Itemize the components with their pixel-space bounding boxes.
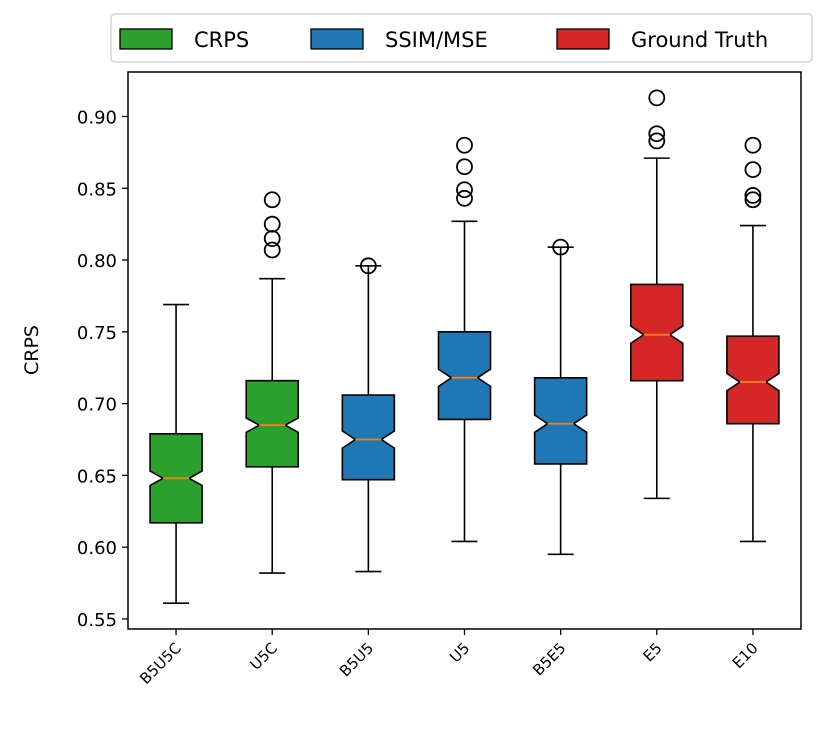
y-tick-label: 0.90: [77, 108, 117, 129]
box-body: [726, 335, 780, 425]
outlier-point: [648, 89, 666, 107]
legend-label: CRPS: [194, 28, 249, 52]
box-u5: [437, 136, 492, 543]
y-tick-label: 0.85: [77, 179, 117, 200]
outlier-point: [456, 189, 473, 207]
outlier-point: [744, 191, 762, 209]
outlier-point: [263, 241, 281, 259]
legend-label: Ground Truth: [631, 28, 768, 52]
boxes: [149, 89, 780, 604]
legend-label: SSIM/MSE: [385, 28, 488, 52]
y-tick-label: 0.60: [77, 538, 117, 559]
box-b5e5: [533, 238, 588, 556]
legend-entry-ground-truth: Ground Truth: [556, 28, 768, 52]
outlier-point: [456, 136, 473, 154]
x-tick-label: B5E5: [529, 639, 569, 679]
y-axis: 0.55 0.60 0.65 0.70 0.75 0.80 0.85 0.90: [77, 108, 128, 631]
box-e5: [629, 89, 684, 500]
x-tick-label: U5C: [246, 639, 281, 674]
y-tick-label: 0.65: [77, 466, 117, 487]
y-axis-label: CRPS: [21, 325, 43, 375]
x-tick-label: B5U5: [336, 639, 377, 680]
legend-swatch: [119, 28, 173, 50]
x-tick-label: U5: [446, 639, 473, 666]
outlier-point: [456, 158, 473, 176]
plot-frame: [127, 71, 802, 630]
outlier-point: [263, 191, 281, 209]
box-b5u5: [341, 257, 396, 573]
outlier-point: [744, 136, 762, 154]
y-tick-label: 0.55: [77, 610, 117, 631]
y-tick-label: 0.75: [77, 323, 117, 344]
legend: CRPS SSIM/MSE Ground Truth: [110, 13, 813, 63]
legend-frame: [110, 13, 813, 63]
outlier-point: [648, 125, 666, 143]
box-u5c: [245, 191, 300, 574]
box-body: [629, 283, 684, 382]
outlier-point: [263, 230, 281, 247]
outlier-point: [552, 238, 570, 256]
legend-entry-ssim-mse: SSIM/MSE: [310, 28, 488, 52]
x-axis: B5U5C U5C B5U5 U5 B5E5 E5 E10: [136, 629, 762, 688]
outlier-point: [456, 181, 473, 199]
y-tick-label: 0.70: [77, 395, 117, 416]
x-tick-label: E5: [639, 639, 665, 665]
y-tick-label: 0.80: [77, 251, 117, 272]
legend-swatch: [556, 28, 610, 50]
outlier-point: [648, 132, 666, 150]
outlier-point: [744, 187, 762, 204]
outlier-point: [744, 161, 762, 179]
outlier-point: [263, 215, 281, 233]
x-tick-label: B5U5C: [136, 639, 185, 688]
box-body: [245, 379, 300, 468]
box-body: [437, 331, 492, 421]
box-e10: [726, 136, 780, 543]
legend-entry-crps: CRPS: [119, 28, 249, 52]
outlier-point: [359, 257, 377, 275]
legend-swatch: [310, 28, 364, 50]
box-body: [341, 394, 396, 481]
box-body: [533, 376, 588, 465]
box-b5u5c: [149, 303, 203, 604]
x-tick-label: E10: [729, 639, 762, 672]
